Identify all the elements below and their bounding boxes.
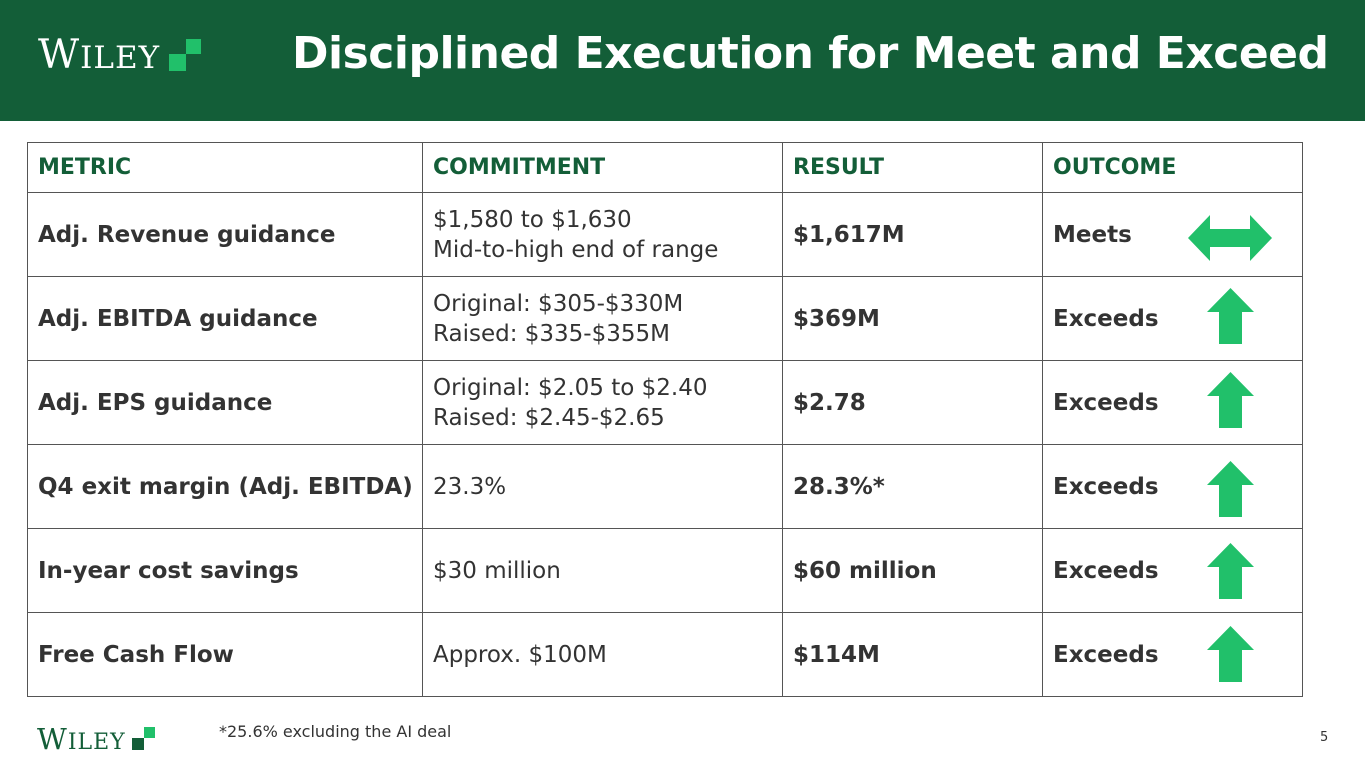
footer-logo-squares-icon	[131, 727, 156, 751]
outcome-label: Exceeds	[1053, 641, 1159, 668]
result-cell: $369M	[782, 276, 1043, 361]
header-bar: WILEY Disciplined Execution for Meet and…	[0, 0, 1365, 121]
table-row: Adj. EBITDA guidance Original: $305-$330…	[27, 276, 1303, 361]
table-row: Adj. EPS guidance Original: $2.05 to $2.…	[27, 360, 1303, 445]
page-number: 5	[1320, 730, 1329, 745]
outcome-label: Exceeds	[1053, 473, 1159, 500]
outcome-cell: Exceeds	[1042, 276, 1303, 361]
logo-squares-icon	[169, 39, 203, 71]
column-header-outcome: OUTCOME	[1042, 142, 1303, 193]
outcome-label: Exceeds	[1053, 557, 1159, 584]
logo-letters-iley: ILEY	[80, 40, 161, 76]
page-title: Disciplined Execution for Meet and Excee…	[292, 28, 1329, 79]
metric-cell: Q4 exit margin (Adj. EBITDA)	[27, 444, 423, 529]
result-cell: $2.78	[782, 360, 1043, 445]
outcome-label: Exceeds	[1053, 389, 1159, 416]
metric-cell: Adj. EPS guidance	[27, 360, 423, 445]
up-arrow-icon	[1207, 461, 1254, 517]
table-row: Q4 exit margin (Adj. EBITDA) 23.3% 28.3%…	[27, 444, 1303, 529]
table-row: In-year cost savings $30 million $60 mil…	[27, 528, 1303, 613]
commitment-cell: Original: $305-$330M Raised: $335-$355M	[422, 276, 783, 361]
outcome-cell: Exceeds	[1042, 528, 1303, 613]
commitment-cell: Approx. $100M	[422, 612, 783, 697]
up-arrow-icon	[1207, 626, 1254, 682]
outcome-cell: Meets	[1042, 192, 1303, 277]
result-cell: $114M	[782, 612, 1043, 697]
wiley-logo: WILEY	[38, 32, 203, 78]
outcome-cell: Exceeds	[1042, 612, 1303, 697]
up-arrow-icon	[1207, 288, 1254, 344]
commitment-cell: 23.3%	[422, 444, 783, 529]
outcome-label: Meets	[1053, 221, 1132, 248]
metric-cell: In-year cost savings	[27, 528, 423, 613]
double-arrow-icon	[1188, 215, 1272, 261]
metric-cell: Adj. Revenue guidance	[27, 192, 423, 277]
metric-cell: Adj. EBITDA guidance	[27, 276, 423, 361]
footer-wiley-logo: WILEY	[37, 722, 156, 756]
commitment-cell: $30 million	[422, 528, 783, 613]
commitment-cell: $1,580 to $1,630 Mid-to-high end of range	[422, 192, 783, 277]
result-cell: 28.3%*	[782, 444, 1043, 529]
metrics-table: METRIC COMMITMENT RESULT OUTCOME Adj. Re…	[27, 142, 1303, 697]
result-cell: $60 million	[782, 528, 1043, 613]
column-header-metric: METRIC	[27, 142, 423, 193]
up-arrow-icon	[1207, 543, 1254, 599]
column-header-commitment: COMMITMENT	[422, 142, 783, 193]
table-row: Free Cash Flow Approx. $100M $114M Excee…	[27, 612, 1303, 697]
up-arrow-icon	[1207, 372, 1254, 428]
footer-logo-letter-w: W	[37, 722, 68, 756]
logo-letter-w: W	[38, 32, 81, 78]
table-row: Adj. Revenue guidance $1,580 to $1,630 Mi…	[27, 192, 1303, 277]
metric-cell: Free Cash Flow	[27, 612, 423, 697]
outcome-label: Exceeds	[1053, 305, 1159, 332]
outcome-cell: Exceeds	[1042, 360, 1303, 445]
commitment-cell: Original: $2.05 to $2.40 Raised: $2.45-$2…	[422, 360, 783, 445]
result-cell: $1,617M	[782, 192, 1043, 277]
footnote: *25.6% excluding the AI deal	[219, 722, 452, 741]
footer-logo-letters-iley: ILEY	[67, 730, 126, 755]
column-header-result: RESULT	[782, 142, 1043, 193]
table-header-row: METRIC COMMITMENT RESULT OUTCOME	[27, 142, 1303, 193]
outcome-cell: Exceeds	[1042, 444, 1303, 529]
